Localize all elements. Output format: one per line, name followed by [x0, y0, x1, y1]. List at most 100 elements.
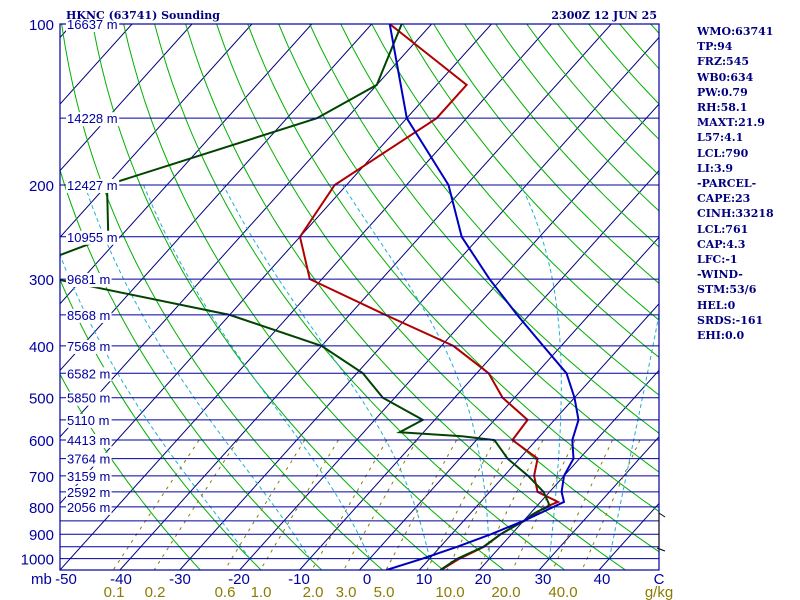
mixing-ratio-line — [224, 439, 306, 570]
height-label: 7568 m — [67, 339, 110, 354]
height-label-bg — [66, 469, 112, 484]
dry-adiabat-line — [123, 24, 505, 570]
height-label: 16637 m — [67, 17, 118, 32]
chart-datetime: 2300Z 12 JUN 25 — [551, 9, 657, 22]
isotherm-line — [478, 369, 659, 570]
mixing-ratio-tick-label: 3.0 — [336, 584, 357, 600]
mixing-ratio-line — [153, 439, 239, 570]
height-label: 10955 m — [67, 230, 118, 245]
height-label: 8568 m — [67, 308, 110, 323]
height-label: 3159 m — [67, 469, 110, 484]
mixing-ratio-tick-label: 1.0 — [251, 584, 272, 600]
index-line: LCL:790 — [697, 146, 749, 160]
height-label-bg — [66, 18, 120, 32]
chart-title: HKNC (63741) Sounding — [66, 9, 220, 22]
isotherm-line — [359, 236, 659, 570]
index-line: RH:58.1 — [697, 101, 748, 115]
temp-tick-label: C — [654, 571, 665, 588]
dry-adiabat-line — [433, 24, 659, 284]
height-label: 14228 m — [67, 111, 118, 126]
isotherm-line — [0, 24, 12, 570]
height-label-bg — [66, 413, 112, 428]
pressure-tick-label: 400 — [29, 339, 54, 356]
index-line: CAPE:23 — [697, 192, 751, 206]
height-label-bg — [66, 230, 120, 245]
index-line: CINH:33218 — [697, 207, 774, 221]
dry-adiabat-line — [309, 24, 659, 434]
index-line: MAXT:21.9 — [697, 116, 765, 130]
x-unit-label: mb — [31, 571, 52, 588]
index-line: WMO:63741 — [697, 25, 774, 38]
temp-tick-label: -40 — [110, 571, 132, 588]
dry-adiabat-line — [92, 24, 444, 570]
height-label-bg — [66, 485, 112, 500]
dry-adiabat-line — [464, 24, 659, 248]
height-label: 3764 m — [67, 452, 110, 467]
mixing-ratio-tick-label: 40.0 — [548, 584, 577, 600]
moist-adiabat-line — [143, 184, 371, 559]
temp-tick-label: 10 — [416, 571, 433, 588]
isotherm-line — [419, 303, 659, 570]
dry-adiabat-line — [60, 373, 201, 570]
dry-adiabat-line — [216, 24, 659, 553]
height-label-bg — [66, 452, 112, 467]
isotherm-line — [60, 24, 313, 305]
pressure-tick-label: 200 — [29, 178, 54, 195]
temp-tick-label: -10 — [288, 571, 310, 588]
index-line: WB0:634 — [697, 70, 754, 84]
pressure-tick-label: 100 — [29, 17, 54, 34]
mixing-ratio-line — [112, 439, 200, 570]
dry-adiabat-line — [185, 24, 626, 570]
dry-adiabat-line — [61, 24, 383, 570]
height-label-bg — [66, 434, 112, 449]
mixing-ratio-line — [477, 439, 544, 570]
mixing-ratio-tick-label: 0.6 — [215, 584, 236, 600]
index-line: TP:94 — [697, 40, 733, 54]
index-line: LCL:761 — [697, 222, 749, 236]
mixing-ratio-tick-label: 0.2 — [145, 584, 166, 600]
pressure-tick-label: 700 — [29, 469, 54, 486]
isotherm-line — [60, 24, 373, 372]
height-label: 4413 m — [67, 433, 110, 448]
isotherm-line — [239, 103, 659, 570]
mixing-ratio-line — [552, 439, 613, 570]
isotherm-line — [60, 24, 552, 570]
pressure-tick-label: 1000 — [21, 552, 54, 569]
mixing-ratio-line — [259, 439, 339, 570]
mixing-ratio-tick-label: 0.1 — [104, 584, 125, 600]
plot-area — [0, 24, 659, 570]
height-label: 2592 m — [67, 485, 110, 500]
height-label-bg — [66, 391, 112, 406]
mixing-ratio-line — [385, 439, 457, 570]
isotherm-line — [119, 24, 612, 570]
isotherm-line — [538, 436, 659, 570]
plot-frame — [59, 23, 660, 571]
index-line: EHI:0.0 — [697, 329, 745, 343]
dry-adiabat-line — [154, 24, 565, 570]
moist-adiabat-line — [608, 312, 659, 559]
mixing-ratio-line — [311, 439, 388, 570]
index-line: STM:53/6 — [697, 283, 757, 297]
height-label-bg — [66, 112, 120, 127]
pressure-tick-label: 900 — [29, 527, 54, 544]
height-label: 5850 m — [67, 391, 110, 406]
mixing-ratio-tick-label: 5.0 — [374, 584, 395, 600]
dry-adiabat-line — [247, 24, 659, 513]
isotherm-line — [60, 24, 432, 438]
pressure-tick-label: 600 — [29, 433, 54, 450]
index-line: FRZ:545 — [697, 55, 750, 69]
height-label: 12427 m — [67, 178, 118, 193]
mixing-ratio-line — [512, 439, 576, 570]
height-label: 2056 m — [67, 500, 110, 515]
mixing-ratio-tick-label: 10.0 — [435, 584, 464, 600]
height-label-bg — [66, 273, 112, 288]
index-line: CAP:4.3 — [697, 237, 746, 251]
temp-tick-label: -50 — [55, 571, 77, 588]
height-label-bg — [66, 500, 112, 515]
isotherm-line — [179, 36, 659, 570]
index-line: LI:3.9 — [697, 161, 734, 175]
height-label-bg — [66, 367, 112, 382]
index-line: L57:4.1 — [697, 131, 744, 145]
dry-adiabat-line — [402, 24, 659, 321]
